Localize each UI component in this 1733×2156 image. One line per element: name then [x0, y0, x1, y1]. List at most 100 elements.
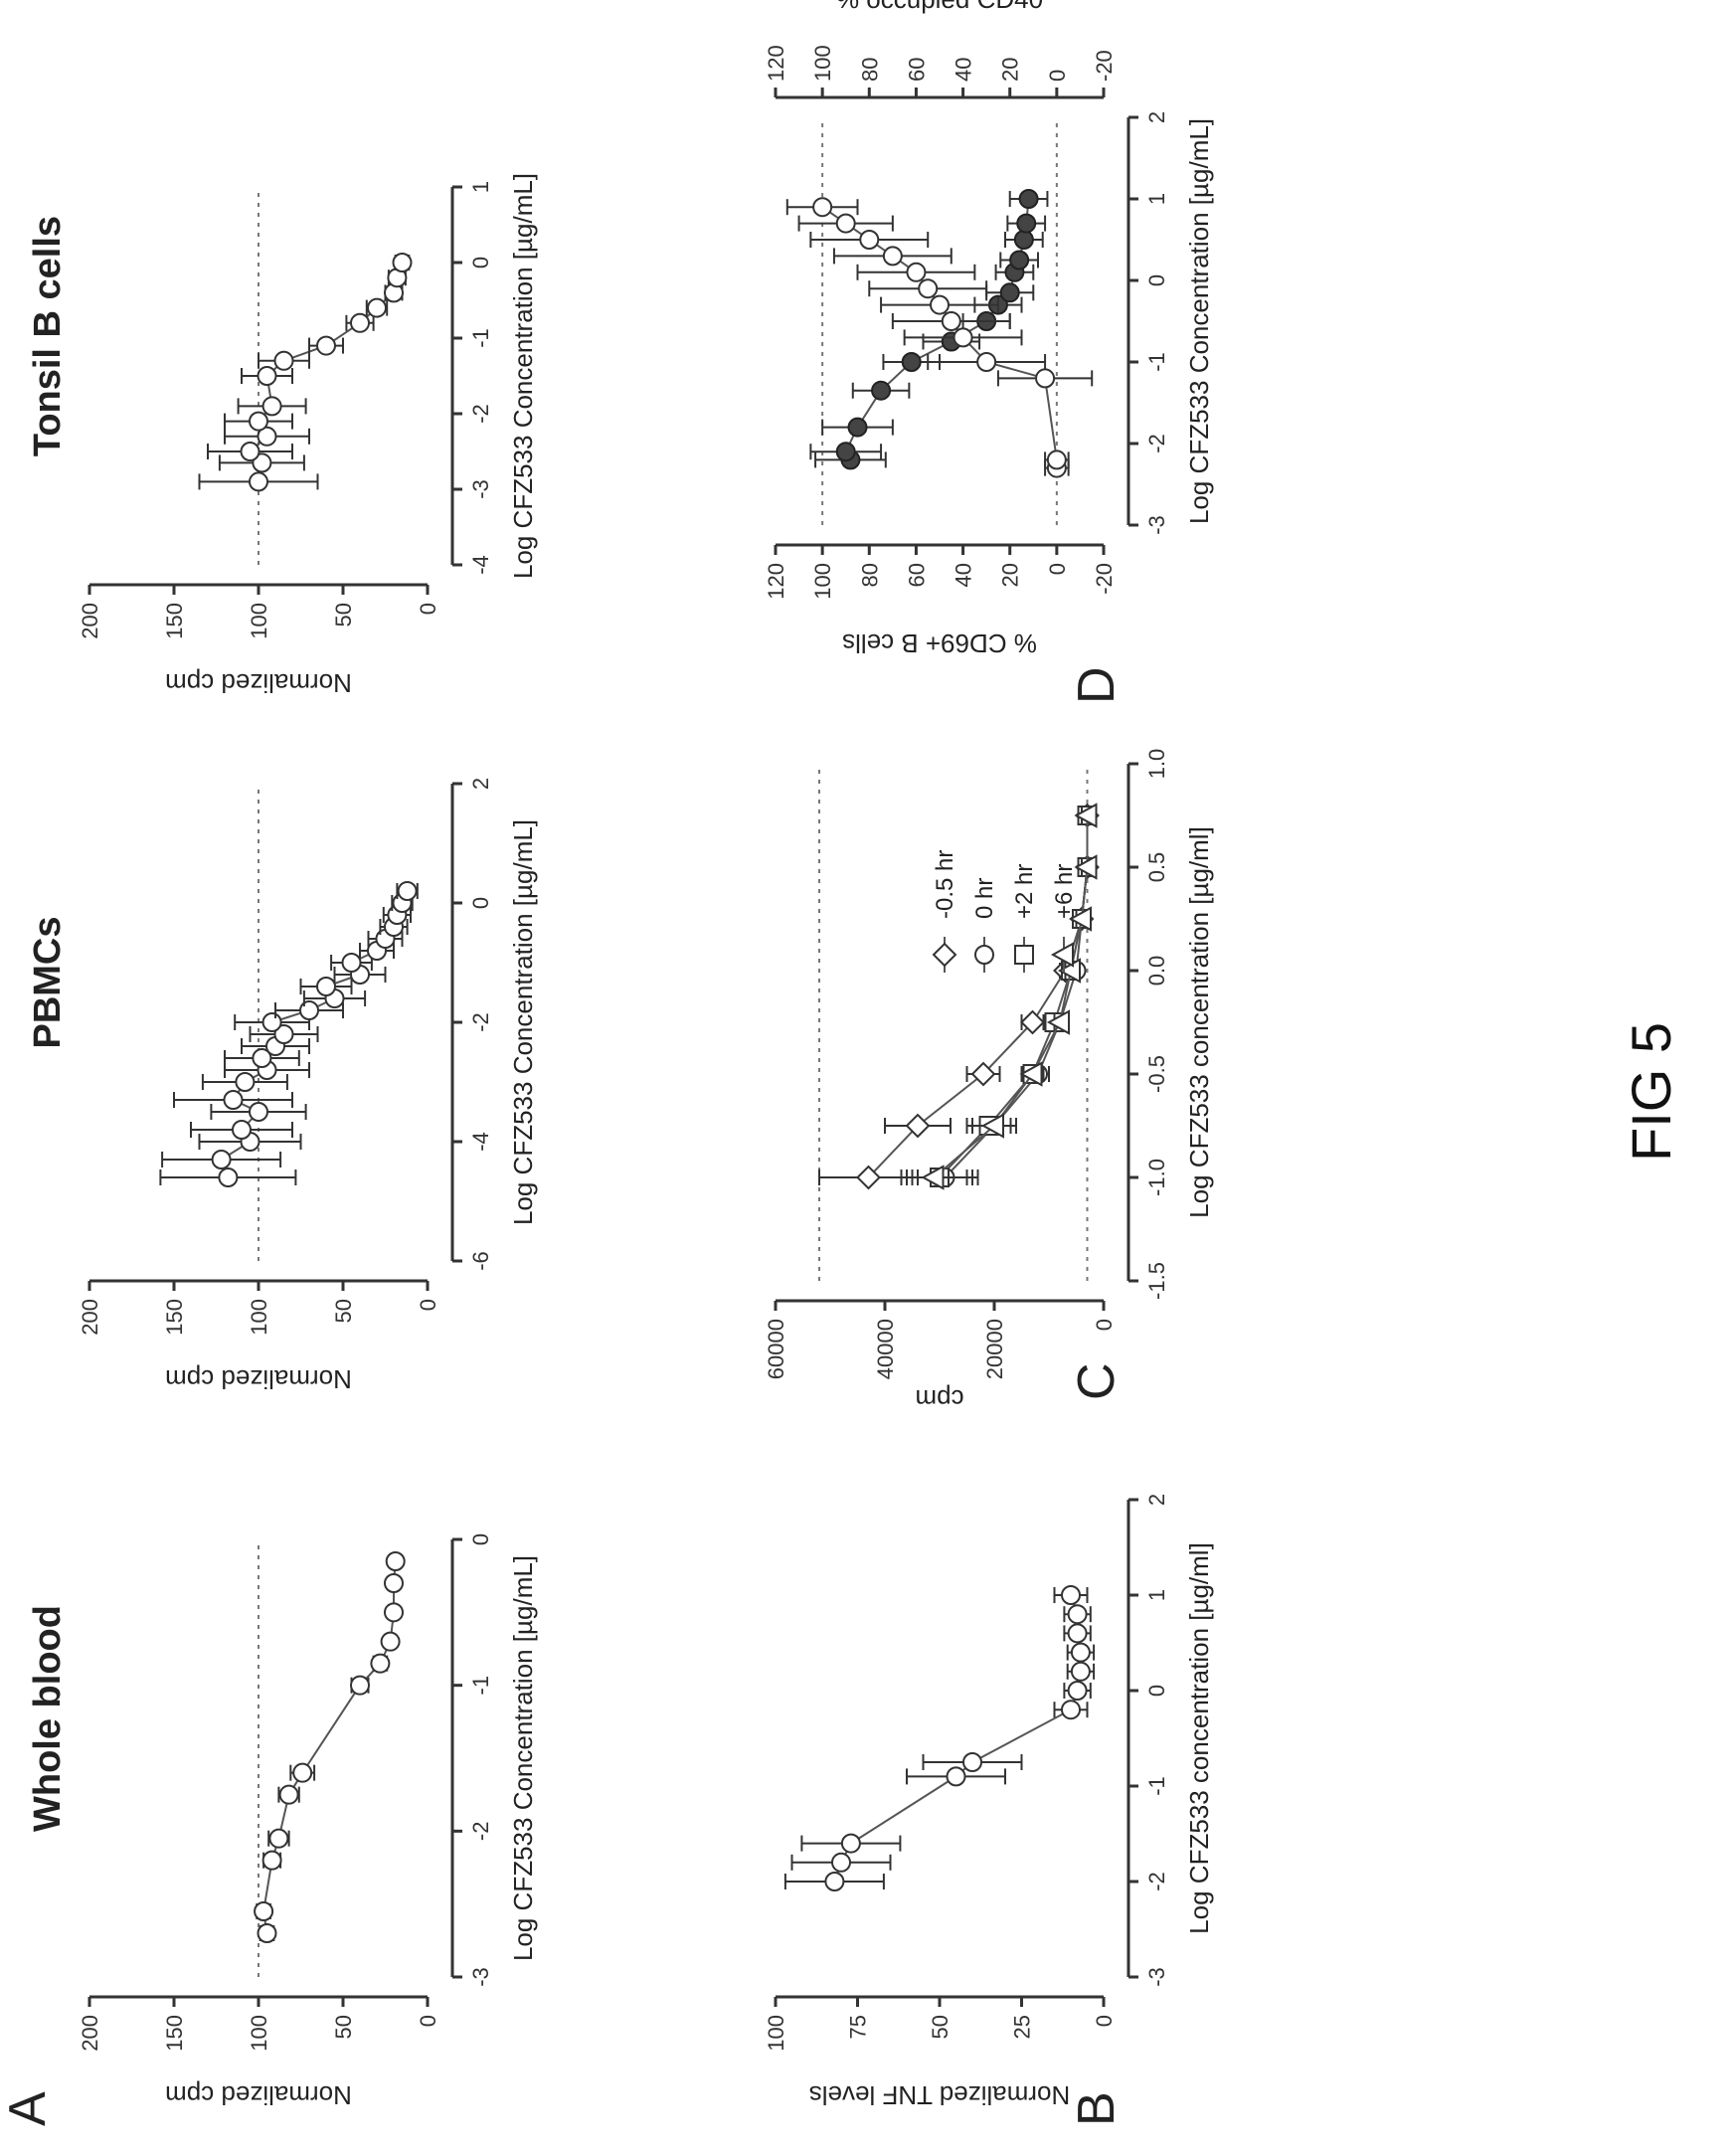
chart-b-ytick-label: 0 [1092, 2015, 1117, 2027]
chart-b-ytick-label: 50 [928, 2015, 953, 2039]
chart-d-point [1018, 189, 1039, 209]
chart-d-point [812, 197, 833, 218]
chart-a3-point [257, 366, 277, 386]
chart-a2-point [235, 1072, 256, 1092]
chart-d-ytick-label: 20 [998, 563, 1023, 587]
chart-d-point [999, 282, 1020, 303]
chart-a1-point [261, 1850, 282, 1871]
chart-a1-point [380, 1631, 401, 1652]
chart-d-point [859, 230, 880, 250]
chart-a2-point [218, 1168, 239, 1187]
chart-b-point [831, 1852, 851, 1873]
chart-c-legend-marker [1014, 945, 1034, 965]
chart-c-legend-marker [932, 942, 957, 968]
chart-c-point [980, 1113, 1004, 1139]
chart-a3-ytick-label: 150 [162, 603, 187, 639]
chart-d-series-0 [809, 189, 1049, 470]
chart-a3-point [261, 396, 282, 417]
chart-a2-y-label: Normalized cpm [165, 1364, 352, 1394]
chart-a2-point [397, 881, 418, 901]
chart-d-x-label: Log CFZ533 Concentration [µg/mL] [1184, 118, 1214, 524]
chart-b-xtick-label: -3 [1144, 1967, 1169, 1987]
chart-a1: Whole blood 0 50 100 150 200 Normalized cpm -3 -… [27, 1533, 538, 2110]
chart-b-point [1070, 1661, 1091, 1682]
chart-d-ytick-label: 100 [810, 563, 835, 600]
chart-a2-xtick-label: -4 [468, 1132, 493, 1152]
chart-a3-xtick-label: -3 [468, 479, 493, 499]
panel-letter-d: D [1068, 666, 1126, 704]
chart-b-xtick-label: -2 [1144, 1872, 1169, 1891]
chart-a1-x-label: Log CFZ533 Concentration [µg/mL] [508, 1555, 538, 1961]
chart-a3-point [273, 350, 294, 371]
chart-c-legend-marker [974, 945, 994, 965]
chart-a1-point [384, 1602, 404, 1623]
chart-d-point [941, 311, 961, 331]
chart-a3-point [350, 312, 370, 333]
chart-c-xtick-label: -1.0 [1144, 1159, 1169, 1196]
chart-b-point [840, 1833, 861, 1854]
chart-a2: PBMCs 0 50 100 150 200 Normalized cpm -6 -4 -2 0 2 L… [27, 778, 538, 1394]
chart-d-point [918, 278, 939, 299]
chart-a3-ytick-label: 0 [416, 603, 440, 615]
chart-a2-ytick-label: 100 [247, 1299, 271, 1336]
chart-c-point [1020, 1009, 1045, 1035]
chart-a1-series-0 [254, 1551, 406, 1943]
chart-a3-xtick-label: -4 [468, 555, 493, 575]
chart-d-ytick-label: 40 [952, 563, 976, 587]
chart-c-point [1074, 854, 1098, 880]
chart-a3-point [392, 253, 413, 272]
chart-a2-xtick-label: 2 [468, 778, 493, 790]
chart-d-point [1016, 213, 1037, 234]
chart-b-series-0 [783, 1585, 1096, 1891]
chart-a1-xtick-label: -2 [468, 1822, 493, 1842]
chart-d-y2tick-label: 20 [998, 58, 1023, 82]
chart-d-ytick-label: -20 [1092, 563, 1117, 595]
chart-c-point [905, 1113, 931, 1139]
chart-b-point [1070, 1642, 1091, 1663]
panel-letter-c: C [1068, 1362, 1126, 1400]
chart-d-ytick-label: 60 [904, 563, 929, 587]
chart-d-xtick-label: -2 [1144, 434, 1169, 453]
chart-c-point [856, 1165, 881, 1190]
chart-a2-xtick-label: -2 [468, 1012, 493, 1032]
chart-d-ytick-label: 0 [1045, 563, 1070, 575]
chart-c-xtick-label: 0.0 [1144, 956, 1169, 987]
chart-a3-point [257, 426, 277, 447]
chart-d-point [835, 213, 856, 234]
chart-a3-point [316, 335, 336, 356]
chart-a1-ytick-label: 100 [247, 2015, 271, 2052]
chart-d-point [976, 352, 997, 372]
chart-d-ytick-label: 120 [764, 563, 788, 600]
chart-c-point [1074, 803, 1098, 828]
chart-b: 0 25 50 75 100 Normalized TNF levels -3 -2 -1 0 1 2… [764, 1494, 1214, 2110]
chart-c-y-label: cpm [915, 1384, 963, 1414]
chart-a3-ytick-label: 100 [247, 603, 271, 639]
chart-a1-ytick-label: 200 [78, 2015, 102, 2052]
chart-d-point [1046, 449, 1067, 470]
chart-a2-xtick-label: -6 [468, 1251, 493, 1271]
chart-c-point [1068, 906, 1092, 932]
chart-a2-ytick-label: 0 [416, 1299, 440, 1311]
chart-d-y2tick-label: 80 [857, 58, 882, 82]
chart-c-x-label: Log CFZ533 concentration [µg/ml] [1184, 826, 1214, 1218]
chart-d-xtick-label: -1 [1144, 352, 1169, 372]
chart-c: 0 20000 40000 60000 cpm -1.5 -1.0 -0.5 0.0 0.5 1.0… [764, 749, 1214, 1414]
chart-c-xtick-label: 1.0 [1144, 749, 1169, 780]
chart-b-point [1061, 1700, 1081, 1720]
chart-a3-ytick-label: 200 [78, 603, 102, 639]
chart-c-ytick-label: 0 [1092, 1319, 1117, 1331]
chart-d-ytick-label: 80 [857, 563, 882, 587]
chart-d-xtick-label: 1 [1144, 193, 1169, 205]
chart-d-point [1013, 230, 1034, 250]
chart-a3-xtick-label: 0 [468, 257, 493, 269]
chart-d-point [835, 442, 856, 462]
chart-c-ytick-label: 60000 [764, 1319, 788, 1379]
chart-a2-xtick-label: 0 [468, 897, 493, 909]
chart-b-point [1067, 1604, 1088, 1625]
chart-d-series-1 [785, 197, 1094, 478]
chart-b-xtick-label: 2 [1144, 1494, 1169, 1506]
chart-a2-point [273, 1024, 294, 1044]
chart-a3-point [249, 411, 268, 432]
